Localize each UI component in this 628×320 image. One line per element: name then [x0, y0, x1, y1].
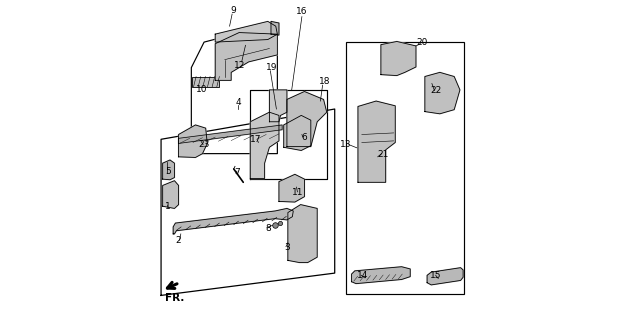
Polygon shape [352, 267, 410, 284]
Text: 17: 17 [251, 135, 262, 144]
Text: 9: 9 [231, 6, 237, 15]
Bar [192, 76, 219, 87]
Polygon shape [178, 125, 207, 157]
Polygon shape [358, 101, 395, 182]
Text: 23: 23 [198, 140, 210, 149]
Polygon shape [427, 268, 463, 285]
Polygon shape [163, 160, 175, 180]
Polygon shape [271, 21, 279, 35]
Polygon shape [215, 21, 278, 42]
Text: 7: 7 [234, 168, 240, 177]
Text: 15: 15 [430, 271, 441, 280]
Polygon shape [287, 92, 327, 147]
Text: 8: 8 [265, 224, 271, 233]
Polygon shape [381, 42, 416, 76]
Text: 19: 19 [266, 63, 278, 72]
Text: 10: 10 [196, 85, 208, 94]
Polygon shape [178, 125, 282, 143]
Polygon shape [425, 72, 460, 114]
Text: 11: 11 [291, 188, 303, 197]
Bar [347, 42, 464, 294]
Text: 21: 21 [378, 150, 389, 159]
Polygon shape [215, 33, 278, 80]
Polygon shape [284, 116, 311, 150]
Text: 3: 3 [284, 243, 290, 252]
Text: 22: 22 [430, 86, 441, 95]
Text: 14: 14 [357, 271, 368, 280]
Polygon shape [279, 174, 305, 202]
Text: 13: 13 [340, 140, 351, 149]
Text: 2: 2 [176, 236, 181, 245]
Text: FR.: FR. [165, 293, 184, 303]
Text: 16: 16 [296, 7, 308, 16]
Text: 6: 6 [301, 132, 306, 141]
Text: 18: 18 [320, 77, 331, 86]
Text: 1: 1 [165, 202, 171, 211]
Polygon shape [269, 90, 287, 122]
Text: 20: 20 [416, 38, 428, 47]
Polygon shape [163, 181, 178, 208]
Text: 4: 4 [236, 98, 241, 107]
Text: 12: 12 [234, 60, 246, 69]
Text: 5: 5 [165, 167, 171, 176]
Polygon shape [251, 112, 279, 179]
Polygon shape [173, 208, 293, 234]
Polygon shape [288, 204, 317, 263]
